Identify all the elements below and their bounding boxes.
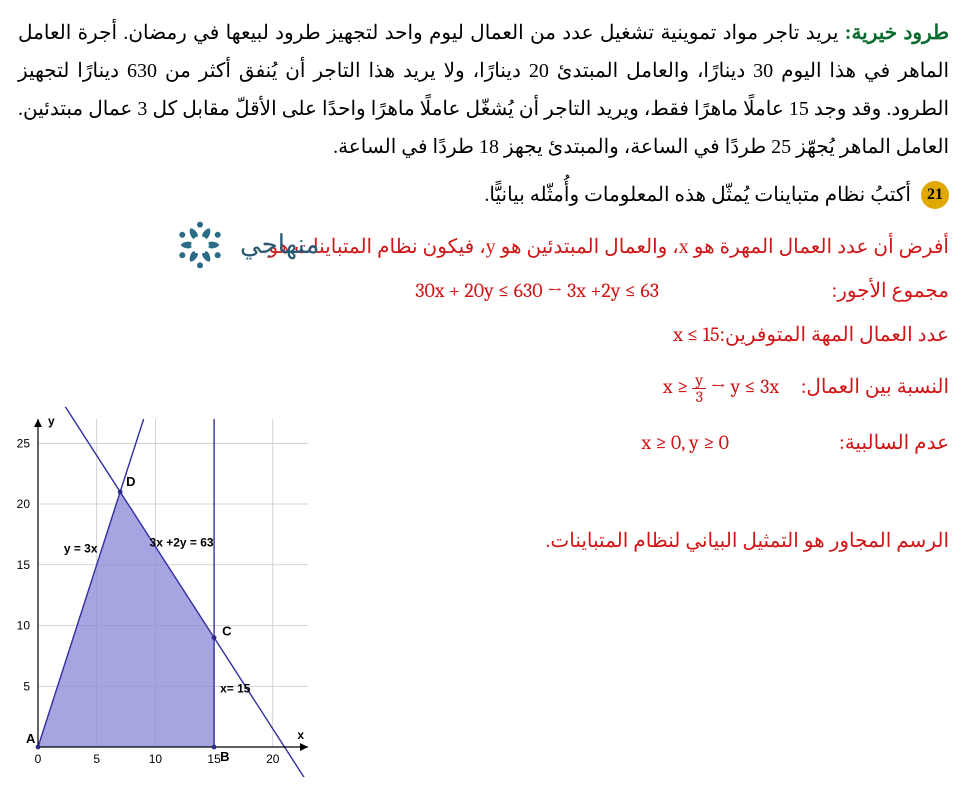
svg-text:C: C [222,624,232,639]
svg-text:5: 5 [23,679,30,693]
ratio-frac-den: 3 [693,389,706,405]
logo-text: منهاجي [240,220,319,269]
ratio-frac-num: y [692,372,706,389]
svg-text:D: D [126,474,135,489]
wages-row: مجموع الأجور: 30x + 20y ≤ 630 → 3x +2y ≤… [18,272,949,310]
question-row: 21 أكتبُ نظام متباينات يُمثّل هذه المعلو… [18,176,949,214]
svg-text:A: A [26,731,36,746]
inequality-chart: 0 5 10 15 20 5 10 15 20 25 x y y = 3x 3x +2y = 63 x= 1… [0,407,320,777]
problem-body: يريد تاجر مواد تموينية تشغيل عدد من العم… [18,22,949,158]
problem-statement: طرود خيرية: يريد تاجر مواد تموينية تشغيل… [18,14,949,166]
ratio-row: النسبة بين العمال: x ≥ y3 → y ≤ 3x [329,368,949,406]
chart-caption: الرسم المجاور هو التمثيل البياني لنظام ا… [329,522,949,560]
solution-assume: أفرض أن عدد العمال المهرة هو x، والعمال … [18,228,949,266]
svg-text:10: 10 [149,752,163,766]
svg-text:0: 0 [35,752,42,766]
svg-text:y: y [48,414,55,428]
brand-logo: منهاجي [170,215,319,275]
svg-text:x: x [297,728,304,742]
svg-text:25: 25 [17,436,31,450]
avail-math: x ≤ 15 [673,316,719,354]
svg-text:5: 5 [93,752,100,766]
avail-row: عدد العمال المهة المتوفرين: x ≤ 15 [329,316,949,354]
avail-label: عدد العمال المهة المتوفرين: [719,316,949,354]
logo-icon [170,215,230,275]
svg-text:B: B [220,749,229,764]
svg-text:10: 10 [17,619,31,633]
svg-text:3x +2y = 63: 3x +2y = 63 [150,536,214,550]
ratio-fraction: y3 [692,372,706,405]
svg-text:20: 20 [266,752,280,766]
ratio-math-part1: x ≥ [663,375,693,398]
ratio-math-part2: → y ≤ 3x [706,375,779,398]
wages-label: مجموع الأجور: [779,272,949,310]
nonneg-label: عدم السالبية: [779,424,949,462]
wages-math: 30x + 20y ≤ 630 → 3x +2y ≤ 63 [415,272,659,310]
ratio-label: النسبة بين العمال: [779,368,949,406]
svg-text:y = 3x: y = 3x [64,542,98,556]
question-text: أكتبُ نظام متباينات يُمثّل هذه المعلومات… [484,176,911,214]
question-number-badge: 21 [921,181,949,209]
problem-title: طرود خيرية: [845,22,949,44]
svg-text:x= 15: x= 15 [220,681,251,695]
svg-text:15: 15 [207,752,221,766]
ratio-math: x ≥ y3 → y ≤ 3x [663,368,779,406]
svg-text:20: 20 [17,497,31,511]
svg-text:15: 15 [17,558,31,572]
nonneg-math: x ≥ 0, y ≥ 0 [641,424,729,462]
nonneg-row: عدم السالبية: x ≥ 0, y ≥ 0 [329,424,949,462]
